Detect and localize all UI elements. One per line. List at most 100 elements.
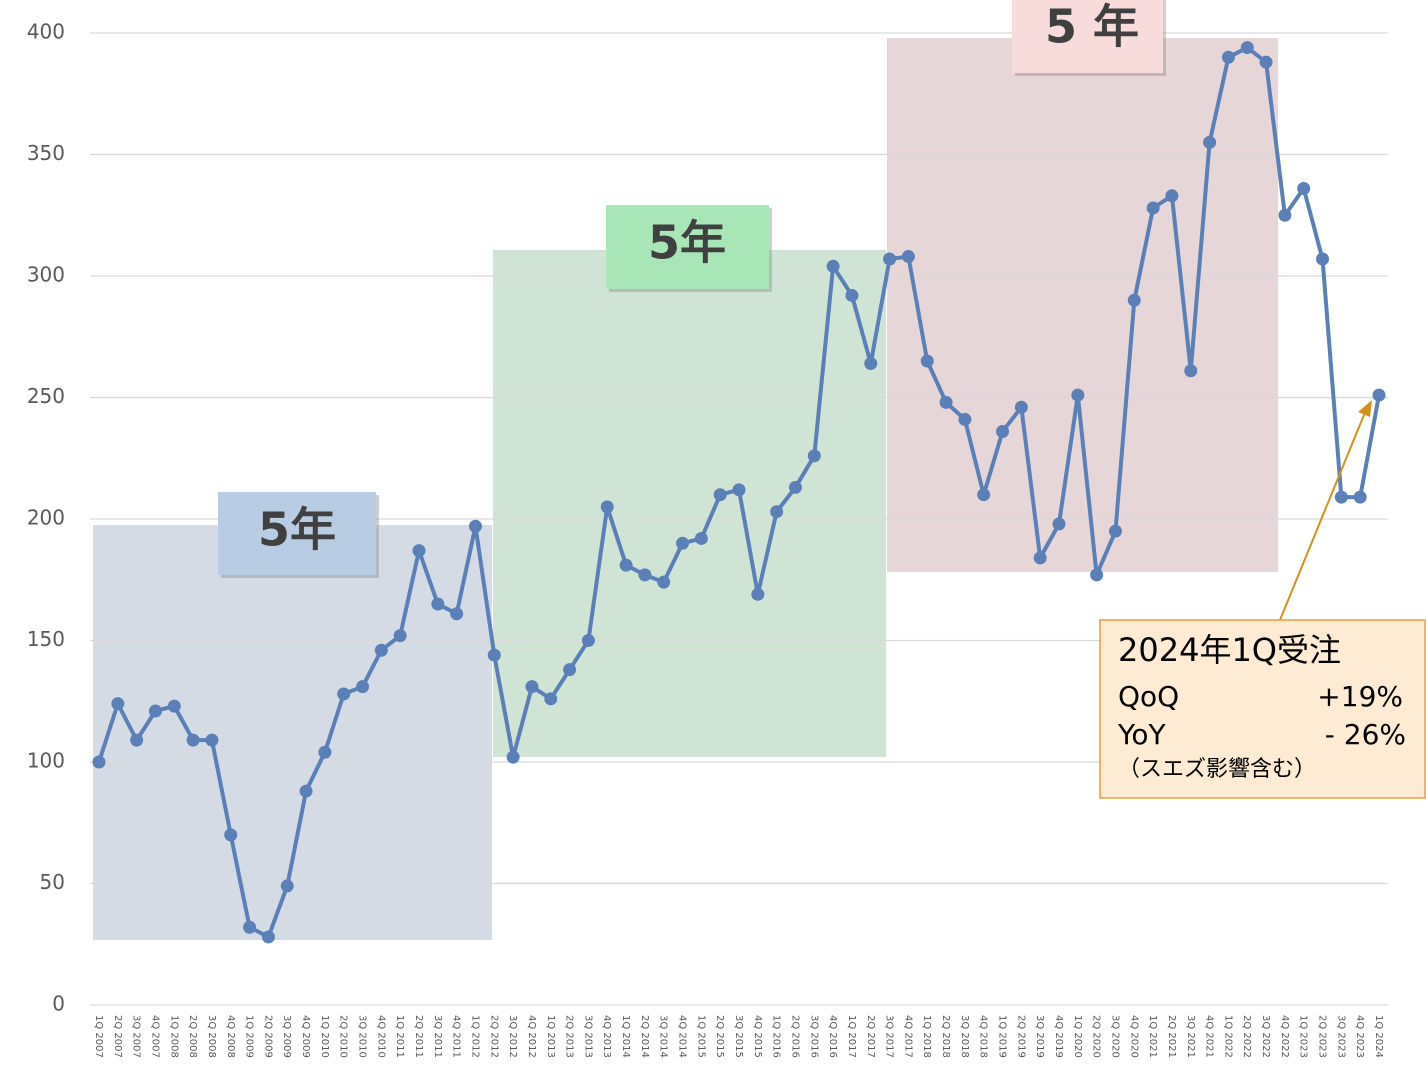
data-point bbox=[1278, 208, 1292, 222]
x-tick-label: 4Q 2013 bbox=[601, 1015, 612, 1058]
data-point bbox=[1203, 135, 1217, 149]
x-tick-label: 1Q 2015 bbox=[695, 1015, 706, 1058]
x-tick-label: 4Q 2023 bbox=[1354, 1015, 1365, 1058]
x-tick-label: 1Q 2024 bbox=[1373, 1015, 1384, 1058]
data-point bbox=[412, 544, 426, 558]
data-point bbox=[356, 680, 370, 694]
data-point bbox=[1372, 388, 1386, 402]
data-point bbox=[996, 425, 1010, 439]
x-tick-label: 3Q 2011 bbox=[432, 1015, 443, 1058]
data-point bbox=[280, 879, 294, 893]
x-tick-label: 3Q 2018 bbox=[959, 1015, 970, 1058]
x-tick-label: 1Q 2009 bbox=[244, 1015, 255, 1058]
x-tick-label: 4Q 2011 bbox=[451, 1015, 462, 1058]
data-point bbox=[883, 252, 897, 266]
annotation-box bbox=[218, 492, 376, 575]
x-tick-label: 1Q 2021 bbox=[1147, 1015, 1158, 1058]
data-point bbox=[1033, 551, 1047, 565]
data-point bbox=[525, 680, 539, 694]
x-tick-label: 2Q 2019 bbox=[1015, 1015, 1026, 1058]
period-region bbox=[887, 38, 1278, 572]
annotation-box bbox=[1012, 0, 1163, 73]
data-point bbox=[845, 288, 859, 302]
data-point bbox=[167, 699, 181, 713]
x-tick-label: 3Q 2019 bbox=[1034, 1015, 1045, 1058]
data-point bbox=[619, 558, 633, 572]
data-point bbox=[506, 750, 520, 764]
callout-value: - 26% bbox=[1325, 718, 1406, 751]
x-tick-label: 2Q 2014 bbox=[639, 1015, 650, 1058]
data-point bbox=[1297, 182, 1311, 196]
data-point bbox=[337, 687, 351, 701]
data-point bbox=[243, 920, 257, 934]
callout-note: （スエズ影響含む） bbox=[1118, 757, 1316, 782]
data-point bbox=[1090, 568, 1104, 582]
data-point bbox=[186, 733, 200, 747]
x-tick-label: 2Q 2009 bbox=[262, 1015, 273, 1058]
data-point bbox=[826, 259, 840, 273]
x-tick-label: 3Q 2010 bbox=[357, 1015, 368, 1058]
x-tick-label: 2Q 2012 bbox=[488, 1015, 499, 1058]
data-point bbox=[148, 704, 162, 718]
data-point bbox=[939, 395, 953, 409]
x-tick-label: 4Q 2008 bbox=[225, 1015, 236, 1058]
callout-value: +19% bbox=[1317, 680, 1403, 713]
y-tick-label: 200 bbox=[27, 506, 65, 530]
y-tick-label: 250 bbox=[27, 384, 65, 408]
x-tick-label: 4Q 2021 bbox=[1204, 1015, 1215, 1058]
x-tick-label: 4Q 2010 bbox=[375, 1015, 386, 1058]
data-point bbox=[393, 629, 407, 643]
x-tick-label: 2Q 2015 bbox=[714, 1015, 725, 1058]
x-tick-label: 2Q 2008 bbox=[187, 1015, 198, 1058]
x-tick-label: 1Q 2014 bbox=[620, 1015, 631, 1058]
y-tick-label: 400 bbox=[27, 20, 65, 44]
x-tick-label: 1Q 2016 bbox=[771, 1015, 782, 1058]
x-tick-label: 4Q 2017 bbox=[902, 1015, 913, 1058]
x-tick-label: 1Q 2017 bbox=[846, 1015, 857, 1058]
x-tick-label: 1Q 2020 bbox=[1072, 1015, 1083, 1058]
data-point bbox=[111, 697, 125, 711]
y-tick-label: 50 bbox=[40, 870, 65, 894]
x-tick-label: 3Q 2014 bbox=[658, 1015, 669, 1058]
data-point bbox=[864, 356, 878, 370]
x-tick-label: 2Q 2018 bbox=[940, 1015, 951, 1058]
annotation-box bbox=[606, 205, 769, 289]
data-point bbox=[205, 733, 219, 747]
x-tick-label: 4Q 2022 bbox=[1279, 1015, 1290, 1058]
data-point bbox=[92, 755, 106, 769]
data-point bbox=[713, 488, 727, 502]
x-tick-label: 2Q 2007 bbox=[112, 1015, 123, 1058]
data-point bbox=[694, 531, 708, 545]
data-point bbox=[431, 597, 445, 611]
x-tick-label: 1Q 2018 bbox=[921, 1015, 932, 1058]
callout-arrow bbox=[1279, 409, 1367, 621]
data-point bbox=[318, 745, 332, 759]
x-tick-label: 3Q 2016 bbox=[808, 1015, 819, 1058]
x-tick-label: 2Q 2017 bbox=[865, 1015, 876, 1058]
data-point bbox=[261, 930, 275, 944]
x-tick-label: 1Q 2007 bbox=[93, 1015, 104, 1058]
data-point bbox=[751, 587, 765, 601]
data-point bbox=[920, 354, 934, 368]
data-point bbox=[299, 784, 313, 798]
x-tick-label: 2Q 2016 bbox=[789, 1015, 800, 1058]
callout-box bbox=[1099, 619, 1426, 799]
x-tick-label: 3Q 2021 bbox=[1185, 1015, 1196, 1058]
x-tick-label: 1Q 2012 bbox=[469, 1015, 480, 1058]
data-point bbox=[770, 505, 784, 519]
y-tick-label: 300 bbox=[27, 263, 65, 287]
callout-title: 2024年1Q受注 bbox=[1118, 631, 1341, 669]
x-tick-label: 1Q 2023 bbox=[1298, 1015, 1309, 1058]
y-tick-label: 100 bbox=[27, 749, 65, 773]
arrow-head bbox=[1358, 400, 1372, 417]
data-point bbox=[732, 483, 746, 497]
data-point bbox=[1221, 50, 1235, 64]
x-tick-label: 4Q 2016 bbox=[827, 1015, 838, 1058]
data-point bbox=[487, 648, 501, 662]
x-tick-label: 3Q 2007 bbox=[131, 1015, 142, 1058]
x-tick-label: 1Q 2011 bbox=[394, 1015, 405, 1058]
data-point bbox=[581, 634, 595, 647]
data-point bbox=[977, 488, 991, 502]
x-tick-label: 4Q 2014 bbox=[677, 1015, 688, 1058]
x-tick-label: 4Q 2012 bbox=[526, 1015, 537, 1058]
